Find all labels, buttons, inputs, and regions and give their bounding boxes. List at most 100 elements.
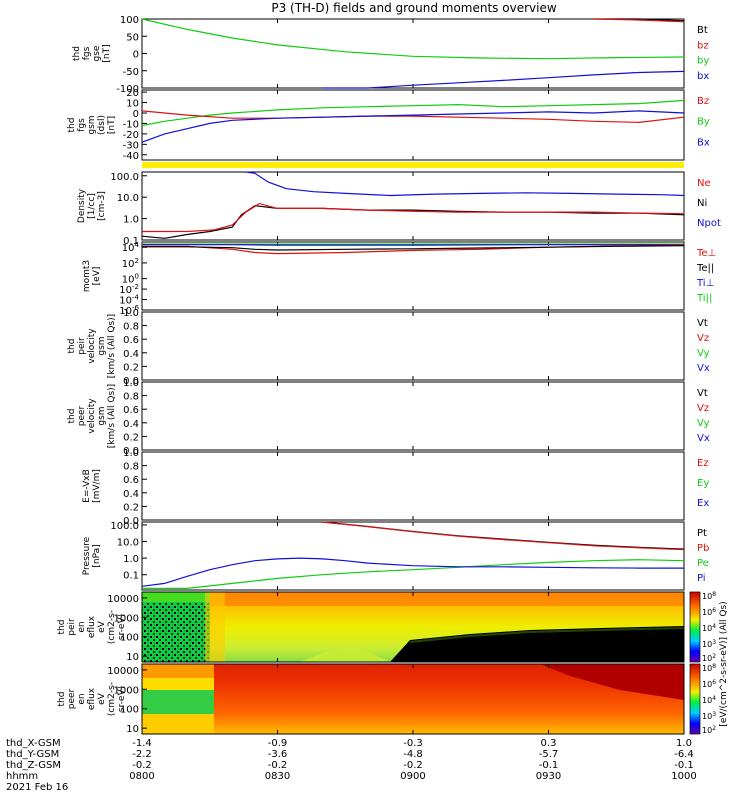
ephemeris-value: 0900 (400, 771, 425, 782)
legend-entry-fgs-gsm: Bz (697, 96, 709, 107)
y-axis-label-fgs-gse: [nT] (102, 44, 112, 62)
y-tick-label: 10000 (107, 666, 139, 677)
colorbar (689, 591, 701, 735)
y-tick-label: 10.0 (117, 193, 139, 204)
y-tick-label: 1.0 (123, 448, 139, 459)
y-tick-label: 104 (122, 241, 140, 254)
y-axis-label-peir-velocity: thd (67, 339, 77, 354)
legend-entry-moms-temp: Ti|| (696, 293, 712, 304)
y-tick-label: -50 (123, 67, 139, 78)
legend-entry-e-field: Ez (697, 458, 709, 469)
panel-frame-density (141, 171, 685, 241)
y-tick-label: 0.0 (123, 516, 139, 527)
y-axis-label-fgs-gsm: gsm (87, 115, 97, 134)
colorbar-tick-exponent: 2 (712, 725, 716, 732)
legend-entry-density: Ni (697, 198, 707, 209)
legend-entry-peer-velocity: Vy (697, 418, 710, 429)
legend-entry-peer-velocity: Vt (697, 388, 708, 399)
y-axis-label-peir-spectrogram: eV (97, 620, 107, 633)
y-tick-label: 1.0 (123, 378, 139, 389)
y-tick-exponent: -4 (132, 294, 140, 302)
colorbar-tick-exponent: 6 (712, 607, 716, 614)
y-axis-label-peir-spectrogram: peir (67, 618, 77, 636)
y-tick-label: 10000 (107, 594, 139, 605)
legend-entry-pressure: Pe (697, 558, 709, 569)
panel-frame-fgs-gsm (141, 89, 685, 161)
y-tick-label: 1.0 (123, 215, 139, 226)
y-axis-label-fgs-gse: thd (72, 46, 82, 61)
y-tick-label: 0.4 (123, 349, 139, 360)
y-tick-label: 10.0 (117, 538, 139, 549)
colorbar-label: [eV/(cm^2-s-sr-eV)] (All Qs) (719, 601, 729, 726)
colorbar-tick: 102 (702, 653, 716, 663)
colorbar-tick-exponent: 4 (712, 623, 716, 630)
legend-entry-peer-velocity: Vz (697, 403, 709, 414)
quality-flag-bar (142, 162, 684, 168)
y-tick-label: 0.2 (123, 432, 139, 443)
colorbar-tick: 106 (702, 679, 716, 689)
y-tick-label: 0.2 (123, 362, 139, 373)
colorbar-tick: 104 (702, 623, 716, 633)
y-axis-label-peer-spectrogram: en (77, 693, 87, 704)
colorbar-tick-exponent: 4 (712, 695, 716, 702)
ephemeris-value: -3.6 (268, 749, 288, 760)
y-axis-label-peir-velocity: [km/s (All Qs)] (107, 314, 117, 378)
colorbar-tick: 103 (702, 711, 716, 721)
y-tick-label: 0 (133, 109, 139, 120)
series-line-density-Npot (245, 171, 685, 197)
ephemeris-value: -0.9 (268, 738, 288, 749)
ephemeris-value: 0830 (265, 771, 290, 782)
ephemeris-value: -1.4 (132, 738, 152, 749)
y-tick-label: 0.8 (123, 462, 139, 473)
peer-spectrogram-image (142, 664, 684, 734)
plot-title: P3 (TH-D) fields and ground moments over… (271, 1, 556, 15)
peir-spectrogram-image (142, 592, 685, 662)
ephemeris-value: 1.0 (676, 738, 692, 749)
y-axis-label-peir-spectrogram: eflux (87, 615, 97, 638)
y-axis-label-pressure: [nPa] (92, 544, 102, 567)
colorbar-tick: 102 (702, 725, 716, 735)
y-axis-label-fgs-gse: gse (92, 45, 102, 61)
series-line-fgs-gse-bx (322, 70, 685, 89)
y-axis-label-moms-temp: momt3 (82, 260, 92, 292)
y-axis-label-peir-velocity: gsm (97, 336, 107, 355)
y-tick-label: 0.0 (123, 376, 139, 387)
y-tick-exponent: 2 (135, 257, 139, 265)
y-axis-label-peer-velocity: thd (67, 409, 77, 424)
ephemeris-value: -5.7 (539, 749, 559, 760)
legend-entry-fgs-gse: bz (697, 40, 709, 51)
y-tick-label: -20 (123, 130, 139, 141)
colorbar-tick-exponent: 6 (712, 679, 716, 686)
ephemeris-value: -0.2 (403, 760, 423, 771)
ephemeris-value: 0930 (536, 771, 561, 782)
series-line-density-Ni (141, 205, 685, 239)
colorbar-tick: 108 (702, 591, 716, 601)
y-tick-label: -40 (123, 151, 139, 162)
y-axis-label-peer-velocity: velocity (87, 398, 97, 434)
ephemeris-label: thd_X-GSM (6, 738, 61, 749)
y-axis-label-peer-spectrogram: thd (57, 692, 67, 707)
y-axis-label-peer-spectrogram: eV (97, 692, 107, 705)
legend-entry-pressure: Pt (697, 528, 707, 539)
legend-entry-fgs-gse: by (697, 56, 709, 67)
y-tick-label: 100.0 (110, 172, 139, 183)
y-axis-label-moms-temp: [eV] (92, 267, 102, 286)
legend-entry-fgs-gsm: By (697, 117, 710, 128)
y-axis-label-fgs-gse: fgs (82, 46, 92, 60)
legend-entry-fgs-gse: Bt (697, 25, 708, 36)
legend-entry-moms-temp: Ti⊥ (696, 278, 714, 289)
plot-date: 2021 Feb 16 (6, 782, 68, 793)
ephemeris-value: -6.4 (674, 749, 694, 760)
panel-frame-peir-velocity (141, 311, 685, 381)
legend-entry-moms-temp: Te|| (696, 263, 714, 274)
y-tick-label: 0.4 (123, 419, 139, 430)
y-tick-label: 1.0 (123, 554, 139, 565)
y-tick-label: 0.0 (123, 446, 139, 457)
ephemeris-label: thd_Y-GSM (6, 749, 59, 760)
colorbar-tick: 106 (702, 607, 716, 617)
legend-entry-pressure: Pb (697, 543, 709, 554)
y-axis-label-peir-spectrogram: sr-eV) (117, 614, 127, 640)
legend-entry-peer-velocity: Vx (697, 433, 710, 444)
y-axis-label-peir-spectrogram: (cm2-s- (107, 610, 117, 644)
